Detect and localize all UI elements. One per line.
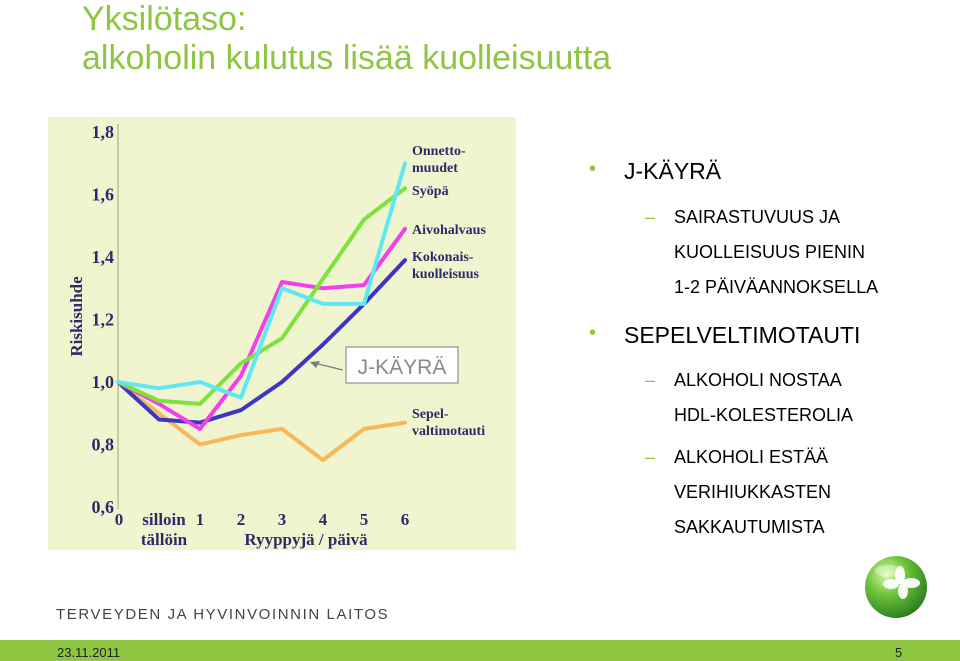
legend-label: Sepel- <box>412 407 449 422</box>
sub-bullet-line: HDL-KOLESTEROLIA <box>674 405 854 425</box>
legend-label: Onnetto- <box>412 144 466 159</box>
bullet-text: SEPELVELTIMOTAUTI <box>624 322 861 348</box>
sub-bullet-line: SAIRASTUVUUS JA <box>674 207 841 227</box>
legend-label: valtimotauti <box>412 424 485 439</box>
legend-label: Kokonais- <box>412 250 474 265</box>
footer-bar: 23.11.2011 5 <box>0 640 960 661</box>
y-tick-label: 1,0 <box>92 372 115 392</box>
organization-name: TERVEYDEN JA HYVINVOINNIN LAITOS <box>56 606 390 623</box>
sub-bullet-line: 1-2 PÄIVÄANNOKSELLA <box>674 277 879 297</box>
bullet-dot-icon: • <box>589 158 597 180</box>
risk-chart: 0,6 0,8 1,0 1,2 1,4 1,6 1,8 Riskisuhde 0 silloin t… <box>48 117 516 550</box>
slide-title-line-2: alkoholin kulutus lisää kuolleisuutta <box>82 39 612 77</box>
annotation-text: J-KÄYRÄ <box>358 356 447 379</box>
footer-date: 23.11.2011 <box>57 645 121 660</box>
slide-title: Yksilötaso: alkoholin kulutus lisää kuol… <box>82 0 611 78</box>
dash-icon: – <box>645 447 656 467</box>
x-tick-label: 2 <box>237 510 246 529</box>
dash-icon: – <box>645 207 656 227</box>
series-line <box>116 186 407 406</box>
bullet-dot-icon: • <box>589 322 597 344</box>
x-tick-label: 0 <box>115 510 124 529</box>
dash-icon: – <box>645 370 656 390</box>
sub-bullet-line: KUOLLEISUUS PIENIN <box>674 242 866 262</box>
y-tick-label: 1,6 <box>92 185 115 205</box>
y-tick-label: 1,2 <box>92 310 115 330</box>
x-tick-label: 3 <box>278 510 287 529</box>
sub-bullet-line: SAKKAUTUMISTA <box>674 517 825 537</box>
y-axis-label: Riskisuhde <box>67 276 86 357</box>
legend-label: kuolleisuus <box>412 267 479 282</box>
annotation-box <box>345 346 459 384</box>
x-tick-label: 5 <box>360 510 369 529</box>
sub-bullet-line: ALKOHOLI NOSTAA <box>674 370 842 390</box>
sub-bullet-line: ALKOHOLI ESTÄÄ <box>674 447 829 467</box>
x-axis-label: Ryyppyjä / päivä <box>244 530 368 549</box>
chart-background <box>48 117 516 550</box>
series-line <box>116 258 407 425</box>
y-tick-label: 1,8 <box>92 122 115 142</box>
series-line <box>116 226 407 431</box>
y-tick-label: 1,4 <box>92 247 115 267</box>
x-tick-label: 1 <box>196 510 205 529</box>
legend-label: Syöpä <box>412 184 449 199</box>
annotation-arrowhead <box>310 361 320 368</box>
sub-bullet-line: VERIHIUKKASTEN <box>674 482 832 502</box>
series-line <box>116 161 407 400</box>
x-tick-label: 4 <box>319 510 328 529</box>
legend-label: Aivohalvaus <box>412 223 486 238</box>
y-tick-label: 0,6 <box>92 497 115 517</box>
bullet-text: J-KÄYRÄ <box>624 158 722 184</box>
page-number: 5 <box>895 645 903 660</box>
slide-title-line-1: Yksilötaso: <box>82 0 247 38</box>
x-tick-label: 6 <box>401 510 410 529</box>
x-tick-label: tällöin <box>141 530 188 549</box>
thl-logo-icon <box>865 556 927 618</box>
annotation-pointer <box>313 362 344 371</box>
x-tick-label: silloin <box>142 510 186 529</box>
legend-label: muudet <box>412 161 458 176</box>
y-tick-label: 0,8 <box>92 435 115 455</box>
risk-chart-svg: 0,6 0,8 1,0 1,2 1,4 1,6 1,8 Riskisuhde 0 silloint… <box>48 117 516 550</box>
